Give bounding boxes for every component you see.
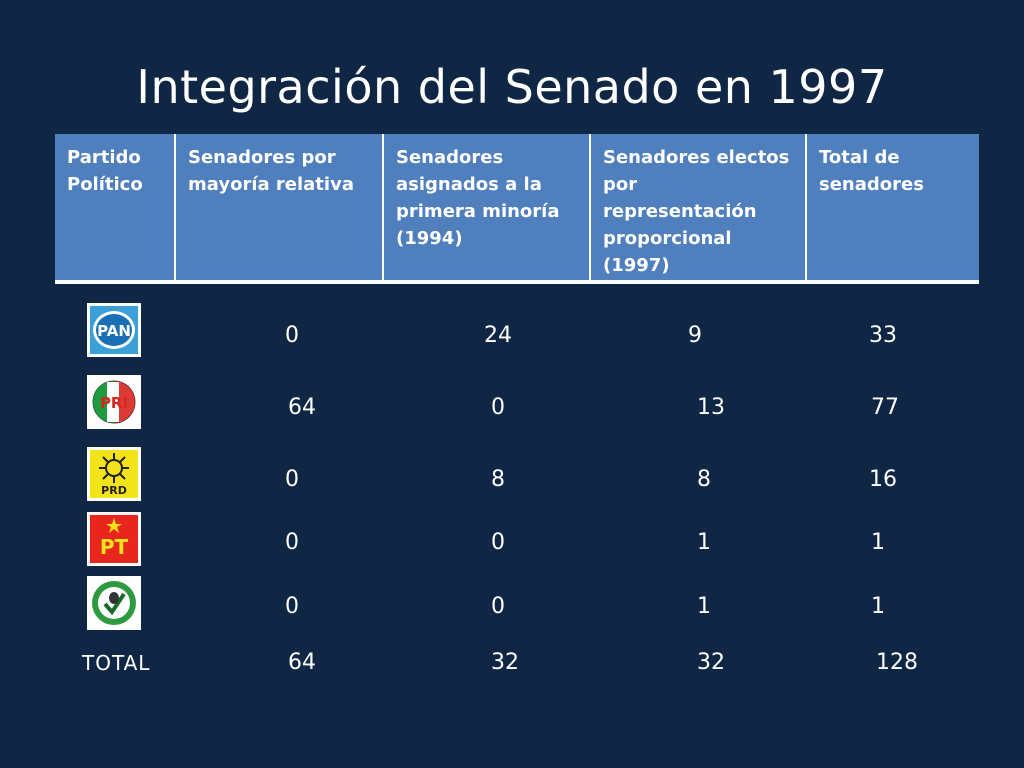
cell-value: 1 [871,594,885,619]
pri-logo-icon: PRI [87,375,141,429]
cell-value: 0 [285,323,299,348]
svg-text:PAN: PAN [97,322,131,340]
pt-logo-icon: PT [87,512,141,566]
cell-value: 0 [491,594,505,619]
total-row: TOTAL 64 32 32 128 [0,650,1024,710]
table-row: PRI 64 0 13 77 [0,375,1024,435]
cell-value: 0 [285,467,299,492]
table-header: Partido Político Senadores por mayoría r… [55,134,979,284]
table-row: PRD 0 8 8 16 [0,447,1024,507]
cell-value: 64 [288,395,316,420]
header-partido: Partido Político [55,134,174,280]
cell-value: 77 [871,395,899,420]
cell-value: 8 [697,467,711,492]
header-total-senadores: Total de senadores [807,134,979,280]
cell-value: 1 [697,594,711,619]
header-mayoria-relativa: Senadores por mayoría relativa [176,134,382,280]
pvem-logo-icon [87,576,141,630]
cell-value: 1 [871,530,885,555]
header-primera-minoria: Senadores asignados a la primera minoría… [384,134,589,280]
cell-value: 9 [688,323,702,348]
cell-value: 0 [285,594,299,619]
cell-value: 16 [869,467,897,492]
cell-value: 24 [484,323,512,348]
total-value: 32 [491,650,519,675]
cell-value: 0 [491,395,505,420]
total-value: 128 [876,650,918,675]
cell-value: 0 [491,530,505,555]
svg-text:PRI: PRI [100,394,128,412]
cell-value: 0 [285,530,299,555]
header-representacion-proporcional: Senadores electos por representación pro… [591,134,805,280]
total-value: 64 [288,650,316,675]
svg-text:PT: PT [100,535,129,559]
table-row: 0 0 1 1 [0,576,1024,636]
cell-value: 8 [491,467,505,492]
cell-value: 33 [869,323,897,348]
total-label: TOTAL [82,651,151,675]
prd-logo-icon: PRD [87,447,141,501]
table-row: PAN 0 24 9 33 [0,303,1024,363]
svg-text:PRD: PRD [101,484,127,497]
pan-logo-icon: PAN [87,303,141,357]
total-value: 32 [697,650,725,675]
cell-value: 13 [697,395,725,420]
slide-title: Integración del Senado en 1997 [136,60,888,114]
table-row: PT 0 0 1 1 [0,512,1024,572]
cell-value: 1 [697,530,711,555]
